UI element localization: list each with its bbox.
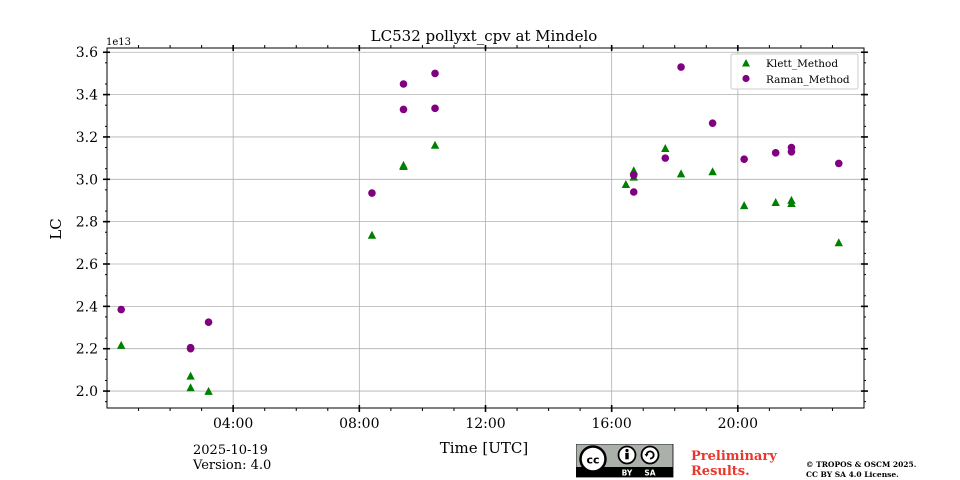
legend-raman-label: Raman_Method — [766, 74, 850, 86]
klett-method-point — [676, 169, 686, 178]
klett-method-point — [834, 238, 843, 247]
legend-raman-marker — [742, 74, 750, 83]
klett-method-point — [204, 386, 213, 395]
y-tick-label: 3.2 — [76, 130, 98, 146]
chart-title: LC532 pollyxt_cpv at Mindelo — [371, 27, 598, 45]
klett-method-point — [621, 179, 631, 188]
klett-method-point — [708, 167, 717, 176]
y-tick-label: 2.0 — [76, 384, 98, 400]
legend-klett-marker — [742, 59, 750, 67]
preliminary-notice: Preliminary Results. — [691, 449, 777, 479]
ticks-layer: 04:00 08:00 12:00 16:00 20:00 2.0 2.2 2.4 2.6 2.8… — [76, 45, 868, 432]
y-scale-label: 1e13 — [106, 37, 131, 48]
raman-method-point — [708, 119, 717, 127]
klett-method-point — [771, 197, 780, 206]
klett-method-point — [399, 161, 408, 170]
copyright-line-1: © TROPOS & OSCM 2025. — [806, 460, 917, 469]
raman-method-point — [771, 149, 780, 157]
raman-method-point — [834, 159, 843, 168]
klett-method-point — [367, 230, 377, 239]
by-label: BY — [622, 469, 633, 478]
raman-method-point — [431, 104, 439, 113]
points-layer — [116, 63, 843, 395]
raman-method-point — [740, 155, 748, 163]
klett-method-point — [116, 340, 126, 349]
raman-method-point — [399, 105, 408, 114]
y-tick-label: 3.6 — [76, 45, 98, 61]
raman-method-point — [399, 80, 408, 88]
raman-method-point — [677, 63, 685, 71]
raman-method-point — [787, 147, 796, 156]
raman-method-point — [629, 171, 638, 179]
sa-share-alike-icon — [640, 445, 660, 465]
preliminary-line-1: Preliminary — [691, 449, 777, 464]
copyright-notice: © TROPOS & OSCM 2025. CC BY SA 4.0 Licen… — [806, 460, 916, 480]
raman-method-point — [431, 69, 439, 78]
y-tick-label: 3.0 — [76, 172, 98, 188]
y-tick-label: 2.8 — [76, 215, 98, 231]
copyright-line-2: CC BY SA 4.0 License. — [806, 470, 899, 479]
footer-date: 2025-10-19 — [193, 443, 268, 458]
klett-method-point — [186, 383, 195, 392]
cc-license-badge: cc BY SA — [576, 444, 674, 478]
y-tick-label: 3.4 — [76, 88, 98, 104]
x-tick-label: 20:00 — [718, 416, 758, 432]
raman-method-point — [629, 188, 638, 196]
grid-layer — [107, 48, 864, 408]
raman-method-point — [204, 318, 213, 327]
y-tick-label: 2.2 — [76, 342, 98, 358]
cc-icon-label: cc — [586, 454, 599, 467]
raman-method-point — [117, 305, 125, 314]
legend-klett-label: Klett_Method — [766, 58, 838, 70]
x-tick-label: 16:00 — [591, 416, 631, 432]
klett-method-point — [739, 201, 749, 210]
legend-box — [730, 53, 859, 90]
y-tick-label: 2.6 — [76, 257, 98, 273]
footer-version: Version: 4.0 — [193, 458, 272, 473]
sa-label: SA — [644, 469, 655, 478]
klett-method-point — [430, 140, 440, 149]
raman-method-point — [661, 154, 670, 162]
raman-method-point — [186, 344, 195, 353]
y-tick-label: 2.4 — [76, 299, 98, 315]
x-tick-label: 04:00 — [213, 416, 253, 432]
klett-method-point — [787, 199, 796, 208]
klett-method-point — [186, 371, 195, 380]
raman-method-point — [368, 189, 376, 197]
y-axis-label: LC — [47, 218, 65, 239]
preliminary-line-2: Results. — [691, 464, 750, 479]
x-axis-label: Time [UTC] — [440, 439, 529, 457]
cc-icon — [579, 445, 607, 473]
x-tick-label: 12:00 — [465, 416, 505, 432]
x-tick-label: 08:00 — [339, 416, 379, 432]
legend: Klett_Method Raman_Method — [730, 53, 859, 90]
klett-method-point — [661, 143, 670, 152]
